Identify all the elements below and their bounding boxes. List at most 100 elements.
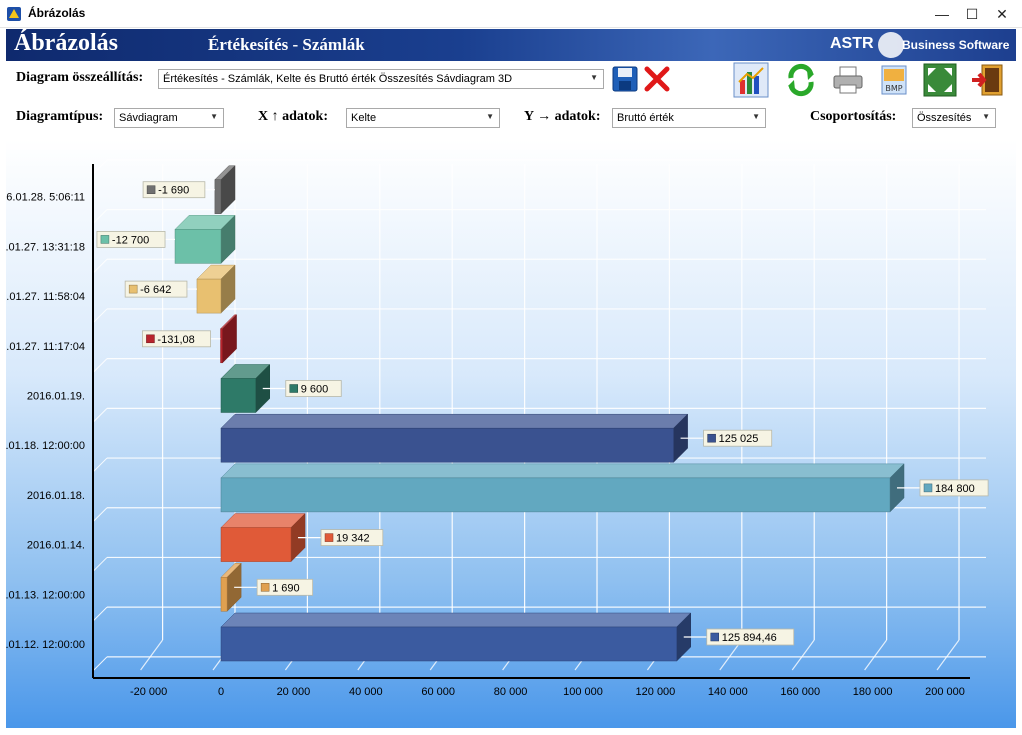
type-label: Diagramtípus:: [16, 109, 104, 124]
chevron-down-icon: ▼: [210, 112, 218, 121]
y-data-label: Y → adatok:: [524, 109, 601, 124]
data-label: 125 894,46: [722, 632, 777, 644]
bar: [174, 229, 222, 264]
data-label-box: [919, 479, 989, 497]
type-select[interactable]: Sávdiagram ▼: [114, 108, 224, 128]
bar: [220, 477, 891, 513]
minimize-button[interactable]: —: [935, 6, 949, 22]
x-tick-label: 60 000: [421, 686, 455, 698]
data-label-swatch: [710, 632, 720, 642]
x-data-select[interactable]: Kelte ▼: [346, 108, 500, 128]
x-tick-label: 180 000: [853, 686, 893, 698]
chevron-down-icon: ▼: [590, 73, 598, 82]
data-label: -131,08: [157, 334, 194, 346]
y-tick-label: 2016.01.18.: [27, 490, 85, 502]
exit-icon[interactable]: [970, 62, 1006, 98]
x-tick-label: 20 000: [277, 686, 311, 698]
data-label-box: [285, 380, 342, 397]
y-data-select[interactable]: Bruttó érték ▼: [612, 108, 766, 128]
diagram-select[interactable]: Értékesítés - Számlák, Kelte és Bruttó é…: [158, 69, 604, 89]
data-label: -12 700: [112, 234, 149, 246]
data-label: -1 690: [158, 185, 189, 197]
data-label-box: [96, 231, 166, 248]
brand-name: ASTR: [830, 35, 874, 52]
x-data-label: X ↑ adatok:: [258, 109, 329, 124]
refresh-icon[interactable]: [783, 62, 819, 98]
x-data-select-value: Kelte: [351, 112, 377, 124]
bar: [214, 179, 222, 214]
grouping-select[interactable]: Összesítés ▼: [912, 108, 996, 128]
save-icon[interactable]: [610, 64, 640, 94]
x-tick-label: 160 000: [780, 686, 820, 698]
maximize-button[interactable]: ☐: [965, 6, 979, 22]
fullscreen-icon[interactable]: [922, 62, 958, 98]
grid-line-side: [92, 457, 108, 473]
grid-line-side: [92, 209, 108, 224]
grid-line-side: [92, 557, 108, 572]
chevron-down-icon: ▼: [982, 112, 990, 121]
grid-line-side: [92, 258, 108, 274]
x-tick-label: 140 000: [708, 686, 748, 698]
title-bar: Ábrázolás — ☐ ✕: [0, 0, 1022, 28]
y-tick-label: .01.13. 12:00:00: [6, 589, 85, 601]
chart-icon[interactable]: [733, 62, 769, 98]
diagram-label: Diagram összeállítás:: [16, 70, 144, 85]
chevron-down-icon: ▼: [752, 112, 760, 121]
bar-top-face: [220, 463, 905, 479]
close-button[interactable]: ✕: [996, 6, 1008, 22]
y-tick-label: 2016.01.14.: [27, 540, 85, 552]
grouping-select-value: Összesítés: [917, 112, 972, 124]
bar-top-face: [220, 413, 689, 429]
type-select-value: Sávdiagram: [119, 112, 178, 124]
data-label-swatch: [146, 185, 156, 194]
y-tick-label: .01.18. 12:00:00: [6, 440, 85, 452]
data-label-box: [320, 529, 384, 547]
data-label-swatch: [128, 284, 138, 294]
data-label-swatch: [324, 533, 334, 542]
x-tick-label: 100 000: [563, 686, 603, 698]
data-label: 1 690: [272, 582, 300, 594]
data-label-swatch: [100, 235, 110, 244]
y-data-select-value: Bruttó érték: [617, 112, 674, 124]
grid-line-side: [92, 308, 108, 324]
y-tick-label: .01.27. 11:17:04: [6, 341, 85, 353]
print-icon[interactable]: [830, 62, 866, 98]
grid-line-side: [92, 407, 108, 423]
grouping-label: Csoportosítás:: [810, 109, 897, 124]
header-banner: Ábrázolás Értékesítés - Számlák ASTR Bus…: [6, 29, 1016, 61]
data-label: 125 025: [719, 433, 759, 445]
x-tick-label: -20 000: [130, 686, 167, 698]
x-tick-label: 0: [218, 686, 224, 698]
chevron-down-icon: ▼: [486, 112, 494, 121]
data-label-swatch: [923, 483, 933, 493]
banner-subtitle: Értékesítés - Számlák: [208, 35, 365, 54]
y-tick-label: .01.27. 13:31:18: [6, 241, 85, 253]
brand-subtitle: Business Software: [902, 38, 1010, 52]
data-label-swatch: [289, 384, 299, 393]
grid-line-side: [92, 656, 108, 672]
grid-line-side: [92, 606, 108, 622]
delete-icon[interactable]: [642, 64, 672, 94]
data-label: 19 342: [336, 533, 370, 545]
bar: [220, 378, 257, 413]
data-label-box: [142, 330, 211, 348]
grid-line-side: [92, 358, 108, 374]
data-label-swatch: [707, 433, 716, 443]
bar: [220, 577, 228, 612]
data-label-swatch: [146, 334, 155, 344]
x-tick-label: 40 000: [349, 686, 383, 698]
app-icon: [7, 7, 21, 21]
bmp-export-icon[interactable]: BMP: [876, 62, 912, 98]
y-tick-label: .01.27. 11:58:04: [6, 291, 85, 303]
data-label-box: [706, 628, 795, 646]
y-tick-label: 6.01.28. 5:06:11: [6, 192, 85, 204]
bar: [220, 427, 674, 463]
diagram-select-value: Értékesítés - Számlák, Kelte és Bruttó é…: [163, 73, 513, 85]
bar: [196, 278, 222, 314]
data-label: 184 800: [935, 483, 975, 495]
bar: [220, 328, 223, 364]
grid-line-floor: [936, 639, 960, 671]
window-title: Ábrázolás: [28, 6, 86, 20]
bar-top-face: [220, 612, 692, 628]
bar-chart: -20 000 0 20 000 40 000 60 000 80 000 100 000 1…: [5, 159, 989, 698]
